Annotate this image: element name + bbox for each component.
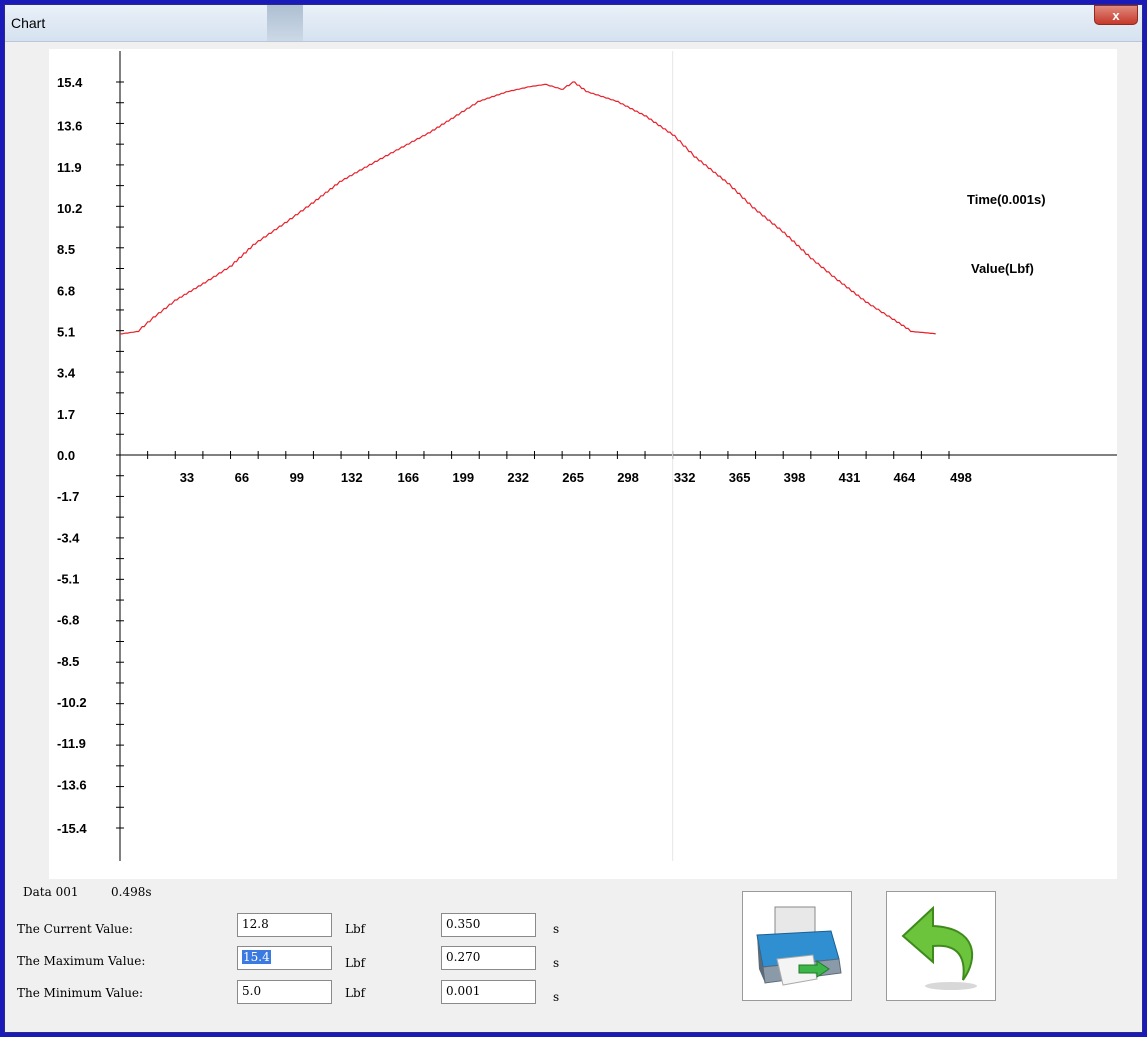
x-tick-label: 66 xyxy=(235,470,249,485)
current-value-unit: Lbf xyxy=(345,922,366,936)
line-chart: 15.4 13.6 11.9 10.2 8.5 6.8 5.1 3.4 1.7 0.0 -1.7 -3… xyxy=(57,51,1117,861)
y-tick-label: 3.4 xyxy=(57,366,76,381)
y-tick-label: -11.9 xyxy=(57,736,86,751)
y-tick-label: 1.7 xyxy=(57,407,75,422)
y-tick-label: -15.4 xyxy=(57,821,87,836)
back-button[interactable] xyxy=(886,891,996,1001)
y-tick-label: -6.8 xyxy=(57,613,79,628)
maximum-value-selection: 15.4 xyxy=(242,950,271,964)
chart-window: Chart x 15.4 13.6 11.9 10.2 8.5 6.8 5.1 3.4 1.7 0… xyxy=(4,4,1143,1033)
minimum-value-field[interactable]: 5.0 xyxy=(237,980,332,1004)
y-tick-label: 11.9 xyxy=(57,160,82,175)
current-time-field[interactable]: 0.350 xyxy=(441,913,536,937)
legend-value: Value(Lbf) xyxy=(971,261,1034,276)
y-tick-label: -5.1 xyxy=(57,572,79,587)
minimum-time-unit: s xyxy=(553,990,560,1004)
maximum-time-unit: s xyxy=(553,956,560,970)
maximum-value-label: The Maximum Value: xyxy=(17,954,146,968)
x-axis-ticks: 33 66 99 132 166 199 232 265 298 332 365 398 431 464 4… xyxy=(147,451,972,485)
series-line xyxy=(120,81,936,335)
y-tick-label: 8.5 xyxy=(57,242,75,257)
x-tick-label: 365 xyxy=(729,470,751,485)
y-tick-label: 5.1 xyxy=(57,324,75,339)
x-tick-label: 265 xyxy=(562,470,584,485)
current-value-field[interactable]: 12.8 xyxy=(237,913,332,937)
y-tick-label: 6.8 xyxy=(57,283,75,298)
print-button[interactable] xyxy=(742,891,852,1001)
x-tick-label: 199 xyxy=(452,470,474,485)
y-tick-label: 15.4 xyxy=(57,75,83,90)
x-tick-label: 332 xyxy=(674,470,696,485)
title-bar-decoration xyxy=(267,5,303,41)
x-tick-label: 232 xyxy=(507,470,529,485)
y-tick-label: -8.5 xyxy=(57,654,79,669)
x-tick-label: 498 xyxy=(950,470,972,485)
x-tick-label: 33 xyxy=(180,470,194,485)
data-label: Data 001 xyxy=(23,885,79,899)
printer-icon xyxy=(756,906,842,986)
close-button[interactable]: x xyxy=(1094,5,1138,25)
x-tick-label: 298 xyxy=(617,470,639,485)
y-tick-label: 10.2 xyxy=(57,201,82,216)
x-tick-label: 166 xyxy=(397,470,419,485)
y-tick-label: 13.6 xyxy=(57,119,82,134)
title-bar: Chart x xyxy=(5,5,1142,42)
current-time-unit: s xyxy=(553,922,560,936)
y-tick-label: -3.4 xyxy=(57,530,80,545)
x-tick-label: 464 xyxy=(894,470,916,485)
y-tick-label: -13.6 xyxy=(57,777,87,792)
y-tick-label: -1.7 xyxy=(57,489,79,504)
maximum-time-field[interactable]: 0.270 xyxy=(441,946,536,970)
y-tick-label: 0.0 xyxy=(57,448,75,463)
x-tick-label: 398 xyxy=(784,470,806,485)
back-arrow-icon xyxy=(901,905,977,990)
x-tick-label: 132 xyxy=(341,470,363,485)
data-time: 0.498s xyxy=(111,885,152,899)
chart-area: 15.4 13.6 11.9 10.2 8.5 6.8 5.1 3.4 1.7 0.0 -1.7 -3… xyxy=(49,49,1117,879)
x-tick-label: 99 xyxy=(290,470,304,485)
minimum-time-field[interactable]: 0.001 xyxy=(441,980,536,1004)
minimum-value-label: The Minimum Value: xyxy=(17,986,144,1000)
minimum-value-unit: Lbf xyxy=(345,986,366,1000)
window-title: Chart xyxy=(11,15,46,31)
x-tick-label: 431 xyxy=(839,470,861,485)
maximum-value-unit: Lbf xyxy=(345,956,366,970)
current-value-label: The Current Value: xyxy=(17,922,133,936)
legend-time: Time(0.001s) xyxy=(967,192,1046,207)
y-axis-ticks: 15.4 13.6 11.9 10.2 8.5 6.8 5.1 3.4 1.7 0.0 -1.7 -3… xyxy=(57,75,124,836)
y-tick-label: -10.2 xyxy=(57,695,87,710)
maximum-value-field[interactable]: 15.4 xyxy=(237,946,332,970)
